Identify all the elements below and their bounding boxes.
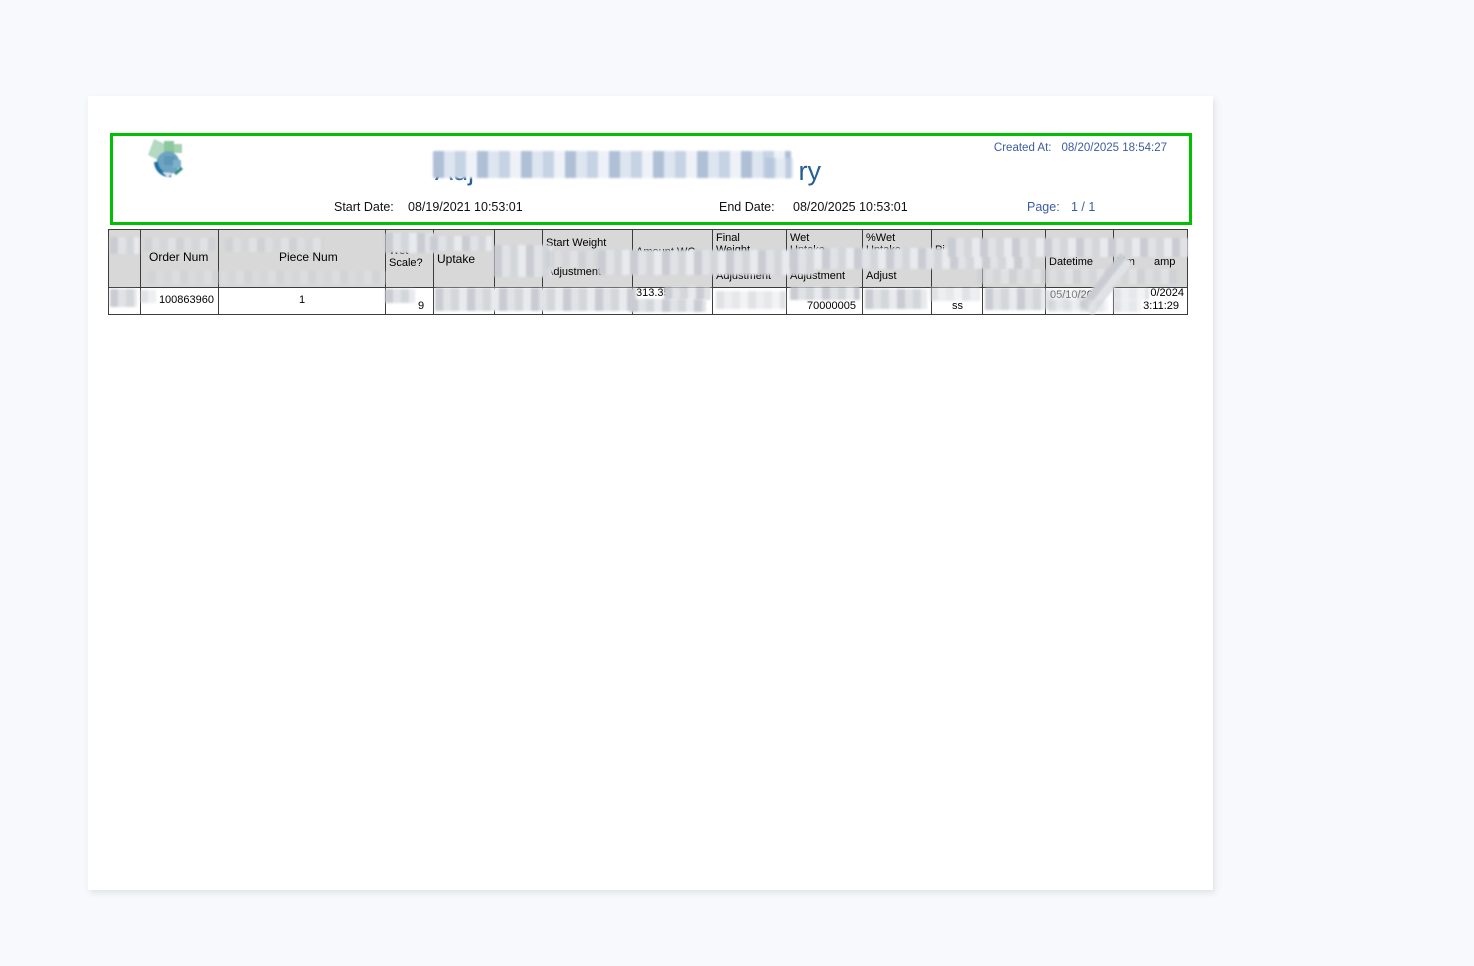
redaction-blur xyxy=(630,299,706,312)
report-title: Adj ry xyxy=(433,151,827,194)
report-title-fragment-end: ry xyxy=(798,156,822,186)
redaction-blur xyxy=(144,238,216,251)
redaction-blur xyxy=(430,236,492,251)
redaction-blur xyxy=(225,238,323,252)
redaction-blur xyxy=(985,288,1045,310)
cell-piece-num: 1 xyxy=(218,287,386,315)
end-date-value: 08/20/2025 10:53:01 xyxy=(793,200,908,214)
created-at: Created At: 08/20/2025 18:54:27 xyxy=(994,142,1167,154)
redaction-blur xyxy=(110,289,137,307)
redaction-blur xyxy=(385,233,441,253)
created-at-value: 08/20/2025 18:54:27 xyxy=(1061,142,1167,154)
start-date-label: Start Date: xyxy=(334,200,394,214)
redaction-blur xyxy=(140,290,156,303)
redaction-blur xyxy=(598,250,815,275)
created-at-label: Created At: xyxy=(993,142,1052,154)
redaction-blur xyxy=(110,237,139,254)
report-header-box: Created At: 08/20/2025 18:54:27 Adj ry St… xyxy=(110,133,1192,225)
redaction-blur xyxy=(977,269,1177,284)
redaction-blur xyxy=(716,291,786,309)
redaction-blur xyxy=(148,271,388,284)
redaction-blur xyxy=(948,238,1188,257)
company-logo-icon xyxy=(148,139,183,178)
redaction-blur xyxy=(865,289,927,309)
redaction-blur xyxy=(790,287,860,300)
start-date-value: 08/19/2021 10:53:01 xyxy=(408,200,523,214)
redaction-blur xyxy=(664,287,711,300)
report-page: Created At: 08/20/2025 18:54:27 Adj ry St… xyxy=(88,96,1213,890)
end-date-label: End Date: xyxy=(719,200,775,214)
page-number: 1 / 1 xyxy=(1071,200,1096,214)
redaction-blur xyxy=(1113,288,1149,300)
redaction-blur xyxy=(765,158,793,178)
redaction-blur xyxy=(385,289,415,303)
page-label: Page: xyxy=(1027,200,1060,214)
report-dates-row: Start Date: 08/19/2021 10:53:01 End Date… xyxy=(113,200,1189,220)
redaction-blur xyxy=(435,288,637,311)
redaction-blur xyxy=(494,245,552,277)
redaction-blur xyxy=(1113,300,1141,312)
redaction-blur xyxy=(433,151,791,178)
redaction-blur xyxy=(930,287,980,301)
report-table: Order Num Piece Num Wet Scale? Uptake St… xyxy=(108,229,1188,316)
redaction-blur xyxy=(1048,300,1108,312)
